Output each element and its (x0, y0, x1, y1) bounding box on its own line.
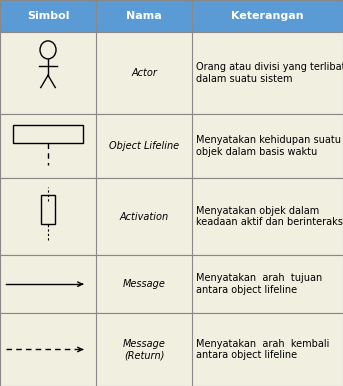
Text: Message
(Return): Message (Return) (123, 339, 165, 360)
Text: Actor: Actor (131, 68, 157, 78)
Bar (41, 195, 55, 224)
Text: Object Lifeline: Object Lifeline (109, 141, 179, 151)
Bar (0, 178, 343, 256)
Bar (0, 0, 343, 32)
Bar (0, 32, 343, 114)
Text: Menyatakan kehidupan suatu
objek dalam basis waktu: Menyatakan kehidupan suatu objek dalam b… (196, 135, 341, 157)
Bar (0, 114, 343, 178)
Text: Activation: Activation (119, 212, 169, 222)
Bar (0, 256, 343, 313)
Text: Nama: Nama (126, 11, 162, 21)
Text: Orang atau divisi yang terlibat
dalam suatu sistem: Orang atau divisi yang terlibat dalam su… (196, 62, 343, 84)
Bar (0, 313, 343, 386)
Text: Message: Message (123, 279, 165, 289)
Text: Menyatakan  arah  kembali
antara object lifeline: Menyatakan arah kembali antara object li… (196, 339, 330, 360)
Text: Simbol: Simbol (27, 11, 69, 21)
Text: Menyatakan  arah  tujuan
antara object lifeline: Menyatakan arah tujuan antara object lif… (196, 273, 322, 295)
Bar (13, 125, 83, 143)
Text: Keterangan: Keterangan (231, 11, 304, 21)
Text: Menyatakan objek dalam
keadaan aktif dan berinteraksi: Menyatakan objek dalam keadaan aktif dan… (196, 206, 343, 227)
